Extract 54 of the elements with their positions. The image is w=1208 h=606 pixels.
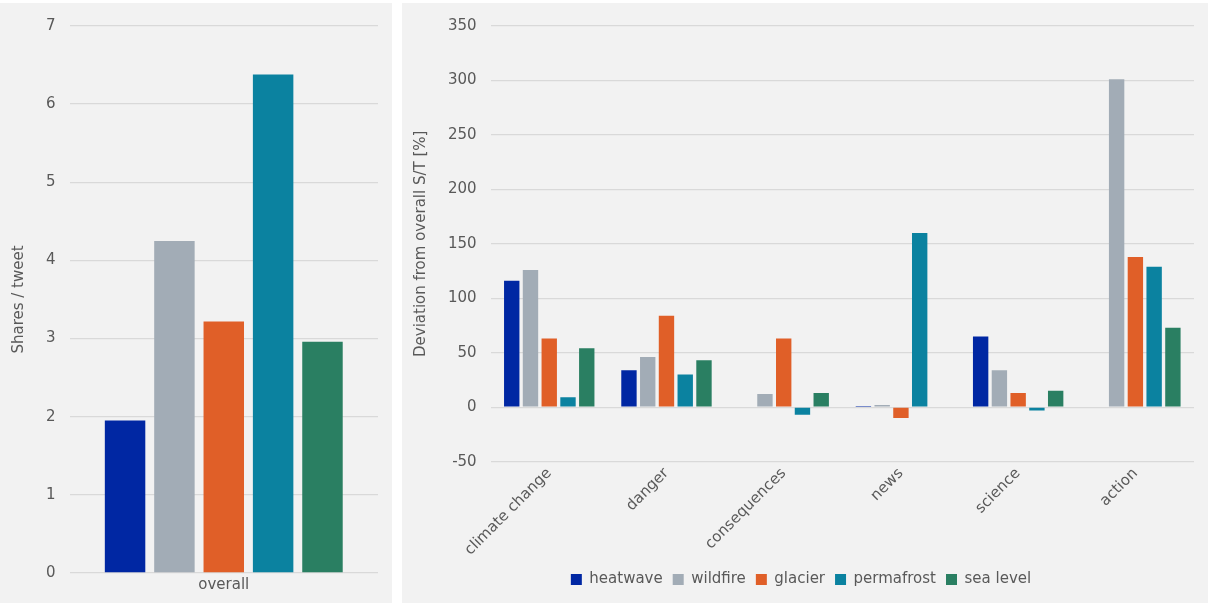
bar bbox=[560, 397, 576, 407]
bar bbox=[1108, 79, 1125, 407]
y-tick-label: 5 bbox=[46, 172, 56, 191]
legend-label: glacier bbox=[774, 569, 826, 588]
bar bbox=[1047, 390, 1064, 407]
y-axis-title: Deviation from overall S/T [%] bbox=[410, 130, 429, 358]
bar bbox=[776, 338, 792, 407]
bar bbox=[972, 336, 989, 407]
bar bbox=[522, 269, 539, 407]
y-axis-title: Shares / tweet bbox=[8, 245, 27, 354]
bar bbox=[302, 341, 343, 573]
y-tick-label: 300 bbox=[447, 70, 477, 89]
legend-label: wildfire bbox=[691, 569, 746, 588]
bar bbox=[541, 338, 557, 407]
bar bbox=[912, 232, 928, 407]
y-tick-label: 4 bbox=[46, 250, 56, 269]
y-tick-label: 200 bbox=[447, 179, 477, 198]
bar bbox=[893, 407, 909, 419]
bar bbox=[677, 374, 693, 407]
bar bbox=[1127, 256, 1144, 407]
bar bbox=[991, 370, 1008, 407]
bar bbox=[504, 280, 520, 407]
bar bbox=[203, 321, 245, 573]
legend-label: sea level bbox=[964, 569, 1032, 588]
bar bbox=[1165, 327, 1181, 407]
y-tick-label: 50 bbox=[457, 342, 477, 361]
bar bbox=[252, 74, 294, 573]
y-tick-label: 250 bbox=[447, 124, 477, 143]
bar bbox=[794, 407, 811, 415]
bar bbox=[658, 315, 675, 407]
bar bbox=[757, 394, 773, 407]
y-tick-label: 1 bbox=[46, 484, 56, 503]
bar bbox=[104, 420, 146, 573]
y-tick-label: -50 bbox=[452, 451, 477, 470]
y-tick-label: 150 bbox=[447, 233, 477, 252]
bar bbox=[640, 357, 656, 407]
bar bbox=[1146, 266, 1162, 407]
y-tick-label: 7 bbox=[46, 15, 56, 34]
y-tick-label: 3 bbox=[46, 328, 56, 347]
bar bbox=[154, 240, 195, 573]
bar bbox=[696, 360, 712, 407]
y-tick-label: 350 bbox=[447, 15, 477, 34]
y-tick-label: 2 bbox=[46, 406, 56, 425]
bar bbox=[813, 393, 829, 407]
y-tick-label: 6 bbox=[46, 94, 56, 113]
y-tick-label: 0 bbox=[467, 397, 477, 416]
bar bbox=[621, 370, 637, 407]
y-tick-label: 100 bbox=[447, 288, 477, 307]
bar bbox=[579, 348, 595, 407]
legend-label: permafrost bbox=[853, 569, 937, 588]
bar bbox=[1010, 393, 1026, 407]
x-tick-label: overall bbox=[198, 574, 250, 593]
legend-label: heatwave bbox=[589, 569, 663, 588]
y-tick-label: 0 bbox=[46, 562, 56, 581]
